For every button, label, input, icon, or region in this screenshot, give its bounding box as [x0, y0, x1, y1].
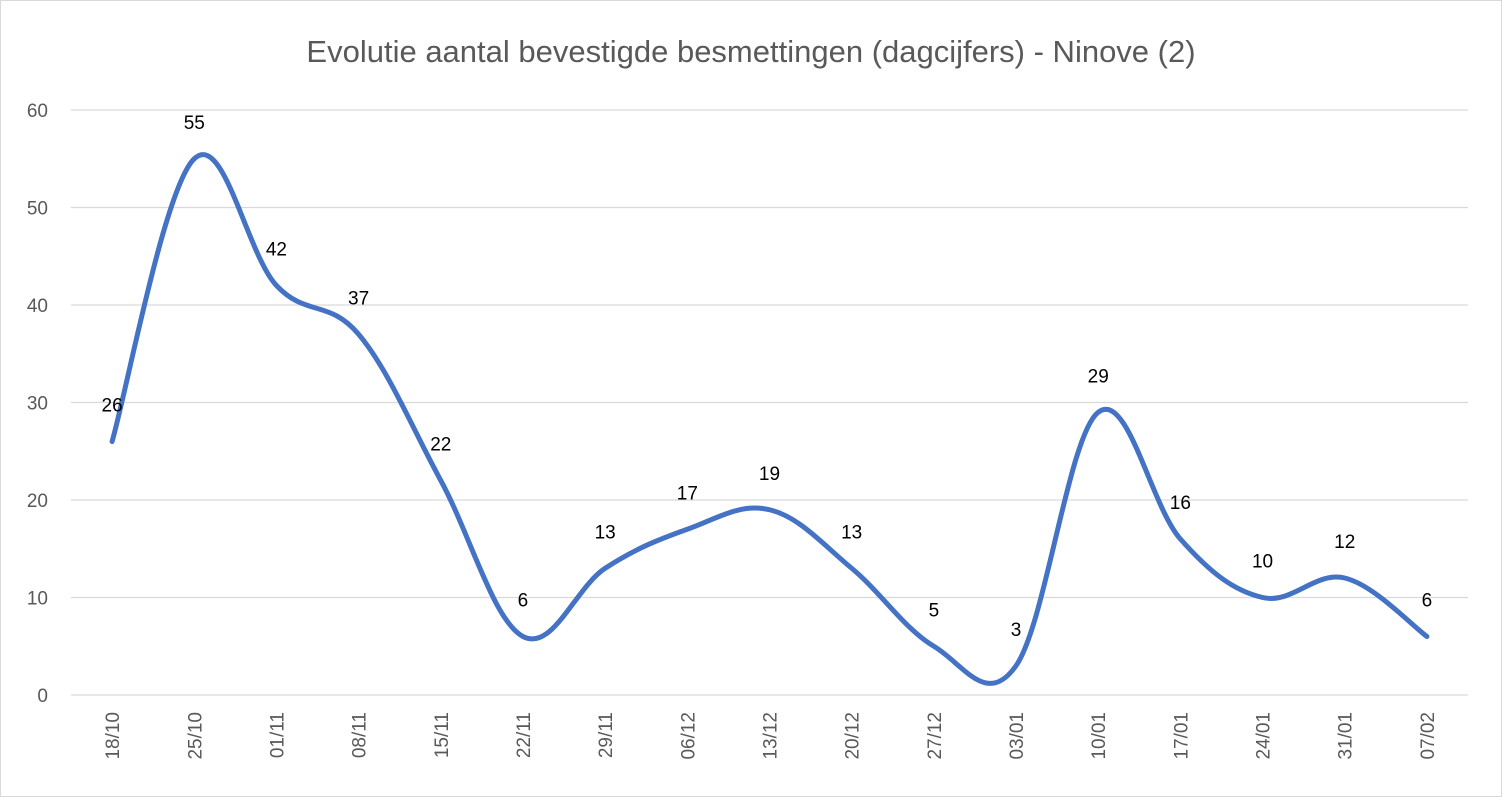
- x-tick-label: 20/12: [843, 712, 864, 760]
- x-tick-label: 24/01: [1254, 712, 1275, 760]
- x-tick-label: 10/01: [1089, 712, 1110, 760]
- x-tick-label: 13/12: [761, 712, 782, 760]
- data-label: 12: [1334, 532, 1355, 553]
- y-tick-label: 10: [27, 589, 48, 610]
- x-tick-label: 22/11: [514, 712, 535, 758]
- chart-title: Evolutie aantal bevestigde besmettingen …: [306, 34, 1195, 69]
- data-label: 5: [929, 600, 940, 621]
- y-tick-label: 50: [27, 199, 48, 220]
- x-tick-label: 17/01: [1171, 712, 1192, 760]
- data-label: 6: [1422, 591, 1433, 612]
- y-tick-label: 20: [27, 491, 48, 512]
- data-label: 37: [348, 288, 369, 309]
- x-tick-label: 18/10: [103, 712, 124, 760]
- series-line: [109, 152, 1430, 686]
- data-label: 6: [518, 591, 529, 612]
- x-tick-label: 08/11: [350, 712, 371, 758]
- x-tick-label: 15/11: [432, 712, 453, 758]
- data-label: 22: [430, 435, 451, 456]
- y-tick-label: 40: [27, 296, 48, 317]
- data-label: 42: [266, 240, 287, 261]
- x-tick-label: 07/02: [1418, 712, 1439, 760]
- data-label: 17: [677, 483, 698, 504]
- x-tick-label: 27/12: [925, 712, 946, 760]
- x-tick-label: 29/11: [596, 712, 617, 758]
- data-label: 55: [184, 113, 205, 134]
- data-label: 13: [595, 522, 616, 543]
- data-label: 13: [841, 522, 862, 543]
- y-tick-label: 60: [27, 101, 48, 122]
- data-label: 10: [1252, 552, 1273, 573]
- data-label: 29: [1088, 366, 1109, 387]
- data-label: 26: [102, 396, 123, 417]
- x-tick-label: 25/10: [185, 712, 206, 760]
- x-tick-label: 01/11: [267, 712, 288, 758]
- y-tick-label: 0: [37, 686, 48, 707]
- data-label: 19: [759, 464, 780, 485]
- data-label: 16: [1170, 493, 1191, 514]
- x-tick-label: 03/01: [1007, 712, 1028, 760]
- y-tick-label: 30: [27, 394, 48, 415]
- x-tick-label: 31/01: [1336, 712, 1357, 760]
- data-label: 3: [1011, 620, 1022, 641]
- x-tick-label: 06/12: [678, 712, 699, 760]
